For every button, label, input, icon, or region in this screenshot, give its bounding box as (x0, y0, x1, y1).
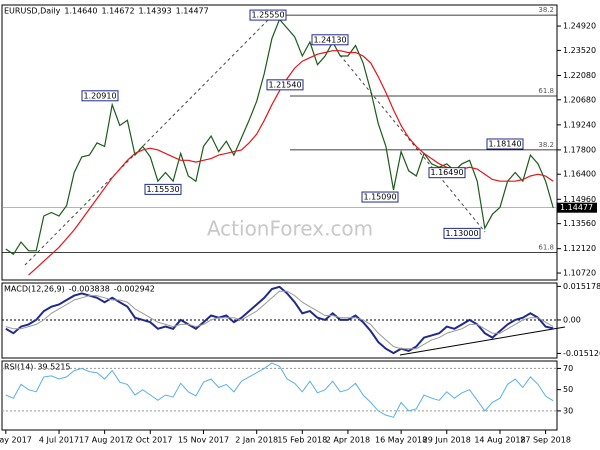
y-tick-label: 1.10720 (563, 269, 596, 278)
x-tick-label: 19 May 2017 (0, 436, 32, 445)
x-tick-label: 2 Apr 2018 (326, 436, 370, 445)
annotation-box (81, 90, 119, 102)
x-tick-label: 14 Aug 2018 (474, 436, 525, 445)
trend-line (24, 17, 271, 266)
annotation-label: 1.15090 (363, 193, 396, 202)
panel-title: RSI(14) (4, 363, 33, 372)
annotation-box (428, 167, 466, 179)
series-line (5, 290, 554, 350)
y-tick-label: 1.12120 (563, 244, 596, 253)
annotation-box (443, 227, 481, 239)
y-tick-label: 1.17800 (563, 145, 596, 154)
y-tick-label: 0.00 (563, 315, 581, 324)
y-tick-label: 1.16400 (563, 170, 596, 179)
last-price-box (557, 202, 597, 213)
annotation-box (249, 9, 287, 21)
indicator-reading: 39.5215 (37, 363, 70, 372)
fib-label: 38.2 (538, 141, 554, 149)
fib-label: 38.2 (538, 6, 554, 14)
annotation-label: 1.25550 (251, 11, 284, 20)
x-tick-label: 15 Feb 2018 (277, 436, 327, 445)
ohlc-value: 1.14672 (101, 7, 134, 16)
y-tick-label: 1.24920 (563, 22, 596, 31)
y-tick-label: 50 (563, 385, 573, 394)
y-tick-label: 1.13560 (563, 219, 596, 228)
x-tick-label: 29 Jun 2018 (423, 436, 471, 445)
annotation-box (486, 138, 524, 150)
series-line (5, 285, 554, 355)
panel-frame (1, 4, 558, 281)
indicator-reading: -0.003838 (69, 285, 110, 294)
series-line (28, 50, 554, 276)
y-tick-label: 1.23520 (563, 46, 596, 55)
y-tick-label: 1.20680 (563, 95, 596, 104)
annotation-label: 1.15530 (146, 185, 179, 194)
y-tick-label: 70 (563, 364, 573, 373)
y-tick-label: 1.19240 (563, 120, 596, 129)
annotation-label: 1.21540 (268, 80, 301, 89)
annotation-box (144, 183, 182, 195)
y-tick-label: 30 (563, 406, 573, 415)
annotation-box (361, 191, 399, 203)
annotation-box (266, 79, 304, 91)
y-tick-label: 1.14960 (563, 195, 596, 204)
y-tick-label: 1.22080 (563, 71, 596, 80)
ohlc-value: 1.14393 (139, 7, 172, 16)
x-tick-label: 2 Jan 2018 (235, 436, 278, 445)
trend-line (339, 54, 486, 233)
annotation-label: 1.24130 (313, 35, 346, 44)
x-tick-label: 16 May 2018 (375, 436, 427, 445)
x-tick-label: 17 Aug 2017 (79, 436, 130, 445)
x-tick-label: 4 Jul 2017 (39, 436, 79, 445)
indicator-reading: -0.002942 (114, 285, 155, 294)
annotation-label: 1.16490 (430, 168, 463, 177)
ohlc-value: 1.14477 (176, 7, 209, 16)
fib-label: 61.8 (538, 244, 554, 252)
panel-frame (1, 282, 558, 359)
y-tick-label: -0.015126 (563, 349, 600, 358)
last-price-label: 1.14477 (560, 203, 593, 212)
x-tick-label: 27 Sep 2018 (520, 436, 571, 445)
fib-label: 61.8 (538, 87, 554, 95)
panel-title: EURUSD,Daily (4, 7, 61, 16)
annotation-label: 1.20910 (83, 91, 116, 100)
x-tick-label: 2 Oct 2017 (128, 436, 172, 445)
annotation-box (311, 34, 349, 46)
y-tick-label: 0.015178 (563, 282, 600, 291)
x-tick-label: 15 Nov 2017 (178, 436, 229, 445)
macd-trend-line (399, 326, 566, 356)
watermark: ActionForex.com (207, 217, 373, 241)
panel-frame (1, 360, 558, 431)
ohlc-value: 1.14640 (64, 7, 97, 16)
series-line (5, 362, 554, 418)
panel-title: MACD(12,26,9) (4, 285, 65, 294)
annotation-label: 1.13000 (445, 229, 478, 238)
annotation-label: 1.18140 (488, 139, 521, 148)
